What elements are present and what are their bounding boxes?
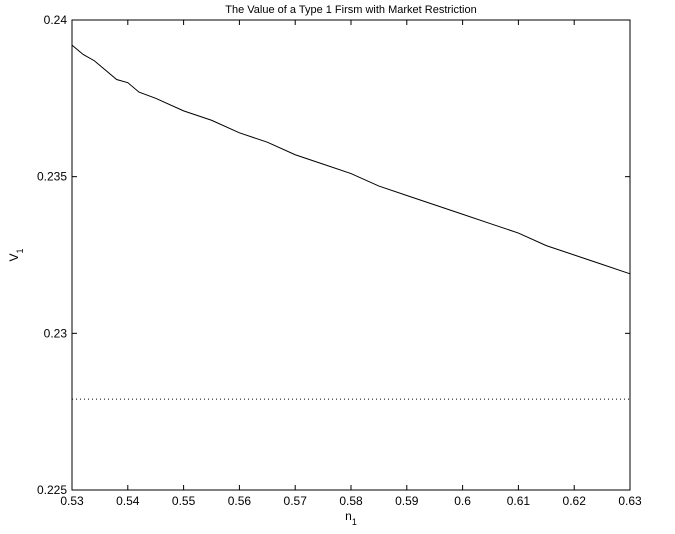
x-tick-label: 0.6 — [454, 494, 471, 508]
x-tick-label: 0.62 — [563, 494, 587, 508]
y-axis-title-subscript: 1 — [15, 248, 25, 253]
y-tick-label: 0.225 — [37, 483, 67, 497]
y-tick-label: 0.235 — [37, 170, 67, 184]
chart-title: The Value of a Type 1 Firsm with Market … — [225, 4, 476, 16]
x-tick-label: 0.55 — [172, 494, 196, 508]
x-tick-label: 0.61 — [507, 494, 531, 508]
plot-area — [72, 20, 630, 490]
x-tick-label: 0.58 — [339, 494, 363, 508]
x-tick-label: 0.59 — [395, 494, 419, 508]
y-tick-label: 0.23 — [44, 326, 68, 340]
x-axis-title: n1 — [345, 509, 357, 527]
x-tick-label: 0.56 — [228, 494, 252, 508]
y-axis-title: V1 — [7, 248, 25, 261]
x-tick-label: 0.57 — [284, 494, 308, 508]
x-axis-title-subscript: 1 — [352, 517, 357, 527]
x-axis-title-main: n — [345, 509, 352, 523]
y-axis-title-main: V — [7, 254, 21, 262]
x-tick-label: 0.54 — [116, 494, 140, 508]
y-tick-label: 0.24 — [44, 13, 68, 27]
x-tick-label: 0.63 — [618, 494, 642, 508]
